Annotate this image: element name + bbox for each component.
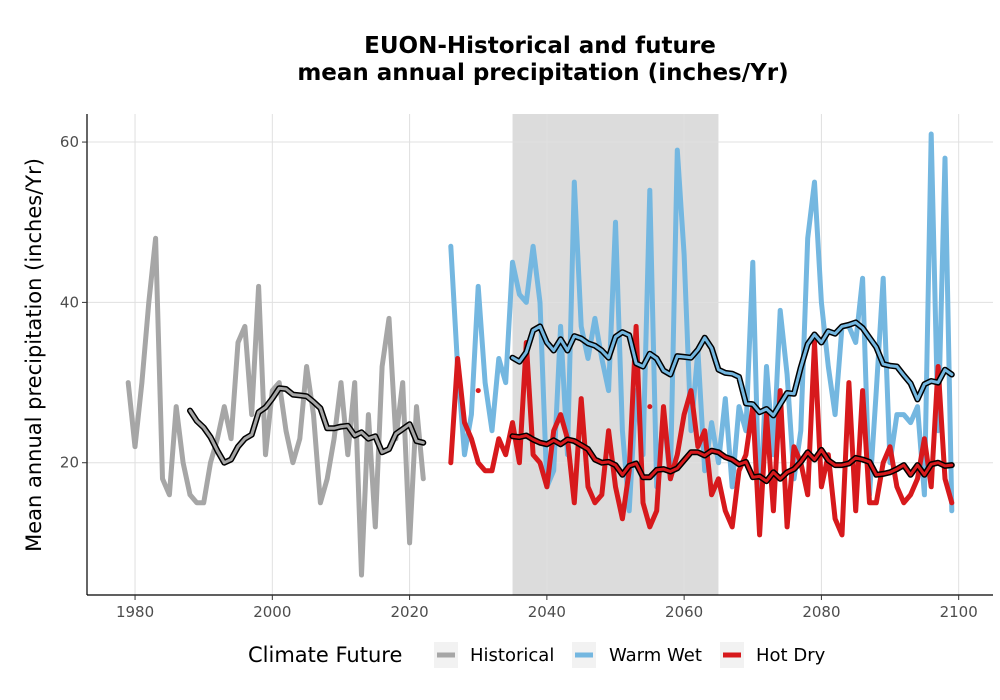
x-tick-label: 2000 [253, 603, 291, 621]
y-tick-label: 60 [60, 133, 79, 151]
x-tick-label: 2040 [528, 603, 566, 621]
chart-title-line1: EUON-Historical and future [364, 33, 716, 59]
legend-label-hot-dry: Hot Dry [756, 645, 826, 666]
rolling-mean-layer [187, 319, 955, 485]
x-tick-label: 2060 [665, 603, 703, 621]
x-tick-label: 1980 [116, 603, 154, 621]
series-marker [647, 404, 653, 410]
y-tick-label: 40 [60, 293, 79, 311]
legend-label-historical: Historical [470, 645, 554, 666]
x-tick-label: 2100 [940, 603, 978, 621]
legend-title: Climate Future [248, 643, 402, 667]
legend-label-warm-wet: Warm Wet [609, 645, 702, 666]
series-line-hot-dry [448, 323, 955, 538]
chart-title-line2: mean annual precipitation (inches/Yr) [297, 60, 788, 86]
y-tick-label: 20 [60, 454, 79, 472]
series-marker [475, 388, 481, 394]
rolling-mean-line-historical [188, 386, 425, 465]
legend-items: Historical Warm Wet Hot Dry [434, 642, 826, 668]
rolling-mean-line-warm-wet [511, 320, 954, 417]
grid-layer [87, 114, 993, 595]
y-axis-title: Mean annual precipitation (inches/Yr) [22, 158, 46, 552]
x-tick-label: 2020 [390, 603, 428, 621]
rolling-mean-outline-historical [187, 385, 427, 466]
series-line-historical [125, 235, 426, 578]
rolling-mean-line-hot-dry [511, 434, 954, 483]
legend: Climate Future Historical Warm Wet Hot Dry [248, 642, 826, 668]
x-tick-label: 2080 [802, 603, 840, 621]
